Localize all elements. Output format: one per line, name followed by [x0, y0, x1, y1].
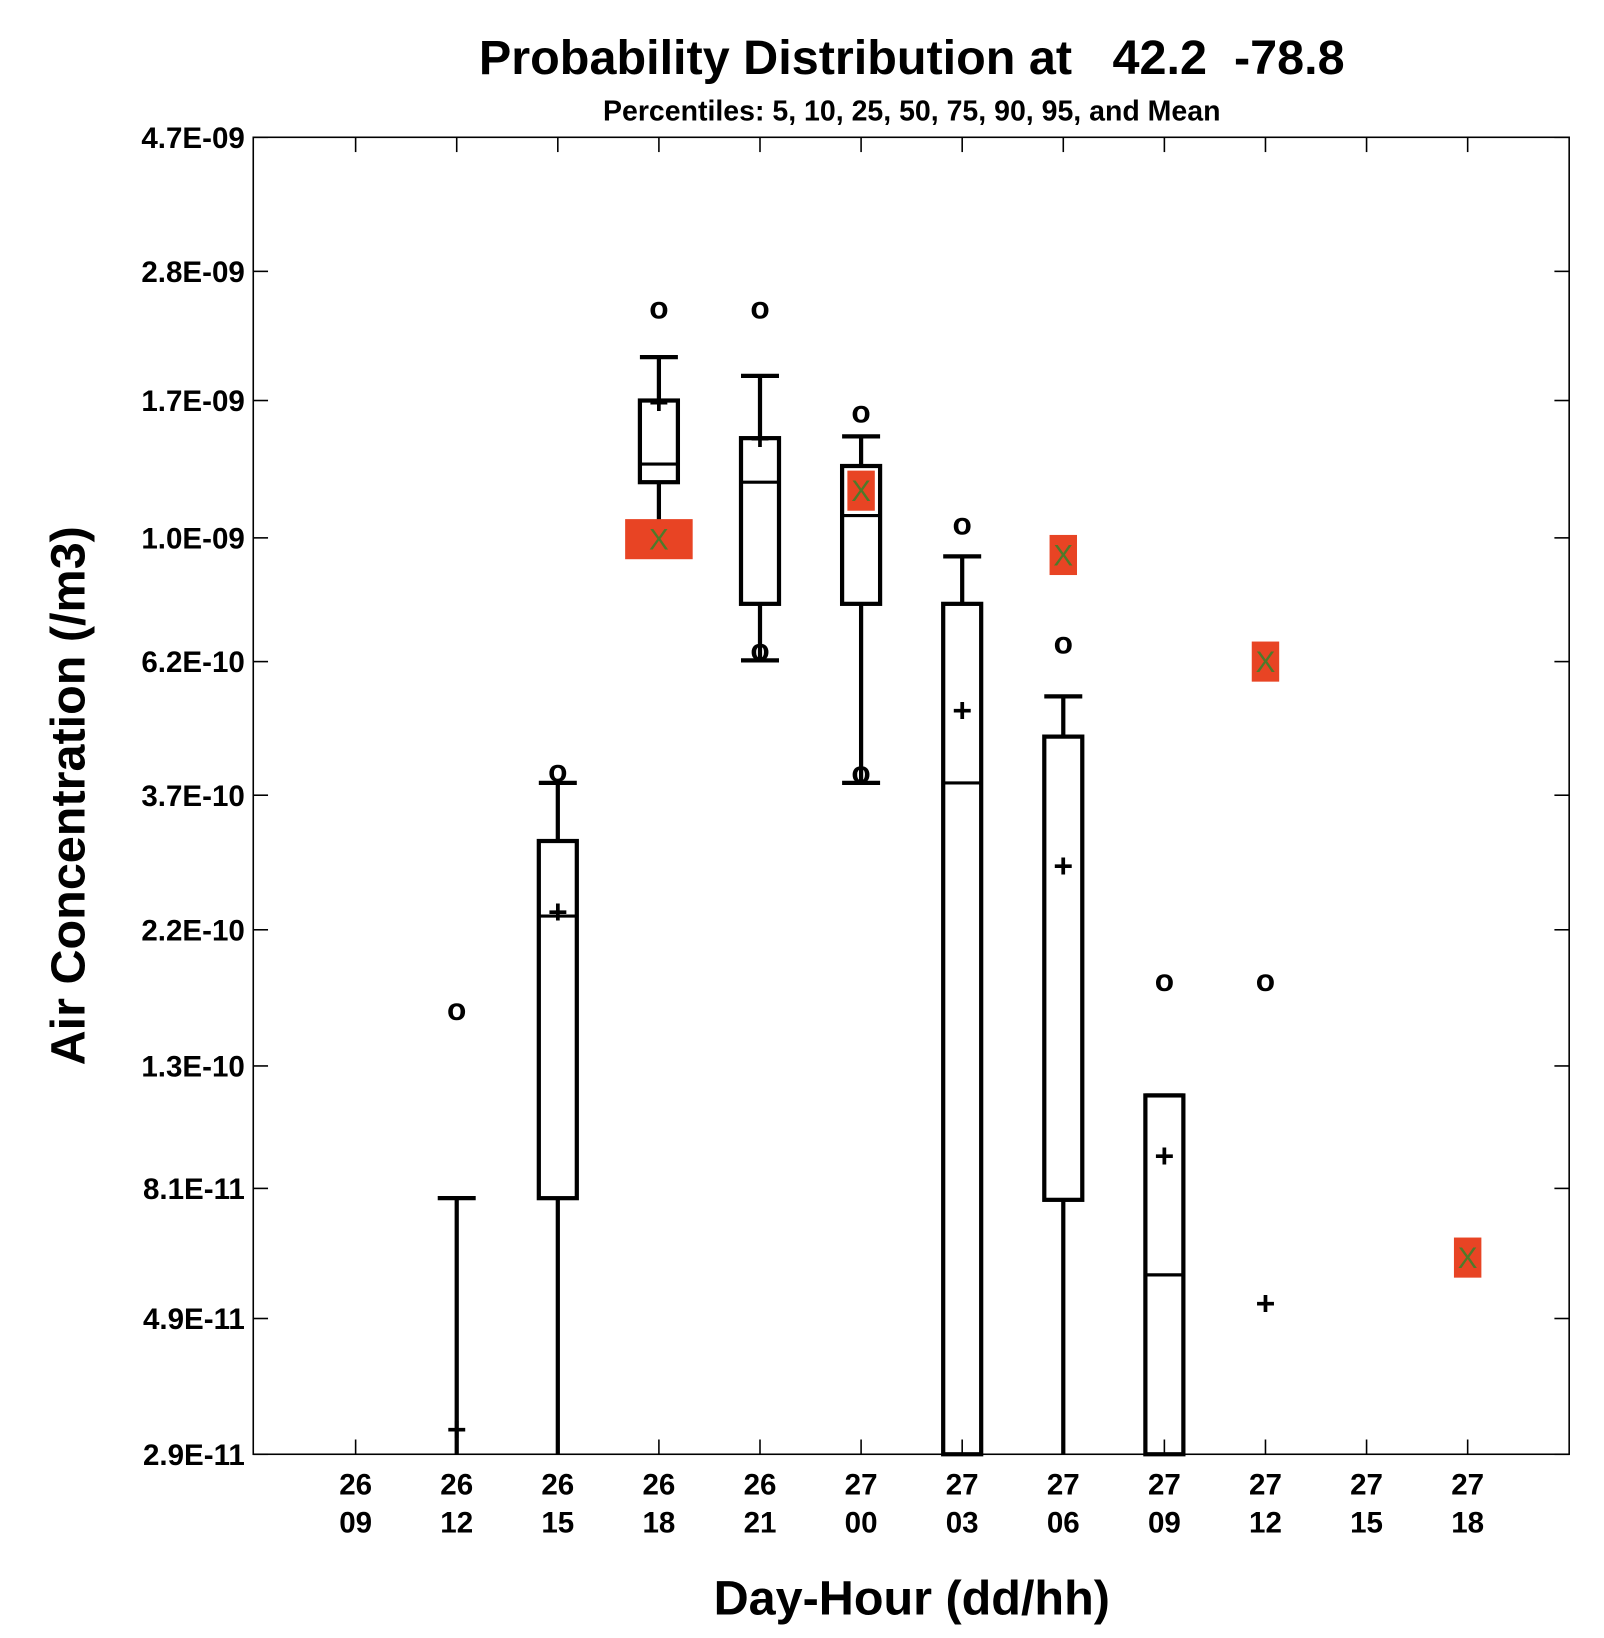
- chart-subtitle: Percentiles: 5, 10, 25, 50, 75, 90, 95, …: [603, 95, 1221, 127]
- x-tick-label-day: 26: [642, 1468, 675, 1501]
- observed-marker-bg: [625, 519, 693, 560]
- box-iqr: [738, 436, 782, 606]
- y-tick-label: 8.1E-11: [143, 1173, 245, 1206]
- percentile-p95-marker: o: [649, 290, 668, 326]
- axis-ticks: 4.7E-09 2.8E-09 1.7E-09 1.0E-09 6.2E-10 3.7E-…: [141, 122, 1570, 1539]
- percentile-p95-marker: o: [750, 290, 769, 326]
- box-iqr: [941, 601, 984, 1457]
- mean-marker: +: [750, 420, 770, 458]
- x-tick-label-hour: 15: [541, 1506, 574, 1539]
- x-tick-label-day: 27: [845, 1468, 878, 1501]
- percentile-p95-marker: o: [851, 393, 870, 429]
- plot-frame: [252, 136, 1570, 1456]
- y-tick-label: 1.7E-09: [141, 385, 244, 418]
- observed-marker-bg: [1049, 534, 1078, 576]
- mean-marker: +: [1053, 847, 1073, 885]
- chart-title: Probability Distribution at 42.2 -78.8: [479, 31, 1345, 85]
- x-tick-label-day: 27: [1451, 1468, 1484, 1501]
- x-tick-label-day: 27: [946, 1468, 979, 1501]
- percentile-p5-marker: o: [851, 754, 870, 790]
- observed-marker-bg: [1251, 641, 1280, 682]
- x-tick-label-hour: 00: [845, 1506, 878, 1539]
- x-tick-label-hour: 12: [1249, 1506, 1282, 1539]
- x-tick-label-hour: 15: [1350, 1506, 1383, 1539]
- x-tick-label-day: 27: [1047, 1468, 1080, 1501]
- percentile-p95-marker: o: [1256, 962, 1275, 998]
- x-tick-label-day: 26: [541, 1468, 574, 1501]
- percentile-p95-marker: o: [953, 506, 972, 542]
- x-tick-label-day: 27: [1148, 1468, 1181, 1501]
- x-tick-label-hour: 06: [1047, 1506, 1080, 1539]
- y-tick-label: 4.9E-11: [143, 1303, 245, 1336]
- x-tick-label-hour: 18: [642, 1506, 675, 1539]
- mean-marker: +: [447, 1410, 467, 1448]
- observed-marker-bg: [847, 470, 875, 511]
- x-tick-label-hour: 12: [440, 1506, 473, 1539]
- observed-marker: X: [649, 524, 669, 557]
- y-axis-label: Air Concentration (/m3): [41, 526, 95, 1065]
- mean-marker: +: [649, 384, 669, 422]
- y-tick-label: 3.7E-10: [141, 780, 244, 813]
- observed-marker: X: [1256, 646, 1276, 679]
- observed-marker: X: [851, 475, 871, 508]
- y-tick-label: 1.0E-09: [141, 522, 244, 555]
- x-tick-label-day: 27: [1249, 1468, 1282, 1501]
- percentile-p95-marker: o: [1054, 624, 1073, 660]
- x-tick-label-day: 26: [744, 1468, 777, 1501]
- x-tick-label-hour: 09: [339, 1506, 372, 1539]
- y-tick-label: 2.2E-10: [141, 914, 244, 947]
- box-marks: o + o + o + Xo o + o o Xo + o + Xo + o + X X: [437, 290, 1482, 1457]
- y-tick-label: 2.9E-11: [143, 1439, 245, 1472]
- box-iqr: [1042, 734, 1085, 1202]
- percentile-p5-marker: o: [750, 631, 769, 667]
- y-tick-label: 4.7E-09: [141, 122, 244, 155]
- x-tick-label-day: 26: [339, 1468, 372, 1501]
- mean-marker: +: [952, 692, 972, 730]
- x-tick-label-day: 27: [1350, 1468, 1383, 1501]
- mean-marker: +: [1155, 1137, 1175, 1175]
- x-tick-label-hour: 18: [1451, 1506, 1484, 1539]
- y-tick-label: 2.8E-09: [141, 256, 244, 289]
- mean-marker: +: [1256, 1285, 1276, 1323]
- observed-marker: X: [1053, 540, 1073, 573]
- x-axis-label: Day-Hour (dd/hh): [714, 1572, 1110, 1626]
- x-tick-label-day: 26: [440, 1468, 473, 1501]
- observed-marker: X: [1458, 1242, 1478, 1275]
- x-tick-label-hour: 09: [1148, 1506, 1181, 1539]
- x-tick-label-hour: 03: [946, 1506, 979, 1539]
- y-tick-label: 6.2E-10: [141, 646, 244, 679]
- percentile-p95-marker: o: [548, 752, 567, 788]
- x-tick-label-hour: 21: [744, 1506, 777, 1539]
- mean-marker: +: [548, 893, 568, 931]
- observed-marker-bg: [1453, 1237, 1482, 1278]
- percentile-p95-marker: o: [447, 991, 466, 1027]
- percentile-p95-marker: o: [1155, 962, 1174, 998]
- y-tick-label: 1.3E-10: [141, 1051, 244, 1084]
